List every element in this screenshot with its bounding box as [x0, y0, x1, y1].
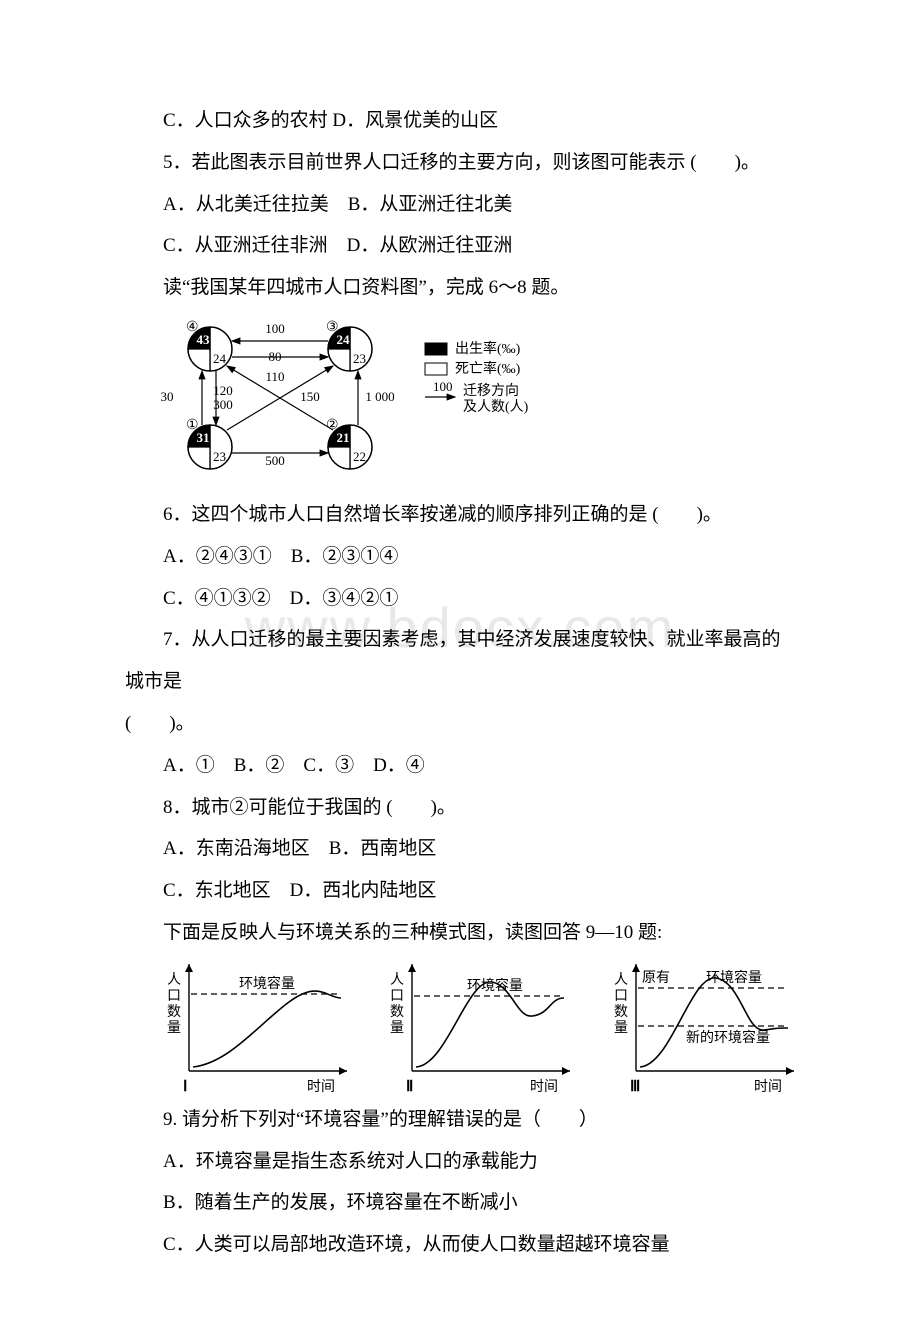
svg-text:24: 24 — [213, 351, 227, 366]
svg-text:口: 口 — [390, 989, 404, 1004]
svg-text:原有: 原有 — [642, 970, 670, 986]
svg-text:100: 100 — [265, 321, 285, 336]
svg-text:300: 300 — [213, 397, 233, 412]
q7-stem: 7．从人口迁移的最主要因素考虑，其中经济发展速度较快、就业率最高的城市是 — [125, 619, 795, 703]
svg-text:口: 口 — [167, 989, 181, 1004]
svg-text:时间: 时间 — [530, 1079, 558, 1095]
svg-text:23: 23 — [213, 449, 226, 464]
q9-opt-a: A．环境容量是指生态系统对人口的承载能力 — [125, 1141, 795, 1183]
svg-text:30: 30 — [161, 389, 174, 404]
svg-text:100: 100 — [433, 379, 453, 394]
svg-text:新的环境容量: 新的环境容量 — [686, 1029, 770, 1046]
svg-text:量: 量 — [614, 1020, 628, 1036]
q9-stem: 9. 请分析下列对“环境容量”的理解错误的是（ ） — [125, 1099, 795, 1141]
q9-opt-c: C．人类可以局部地改造环境，从而使人口数量超越环境容量 — [125, 1224, 795, 1266]
lead-9-10: 下面是反映人与环境关系的三种模式图，读图回答 9—10 题: — [125, 912, 795, 954]
svg-text:Ⅲ: Ⅲ — [630, 1079, 640, 1095]
svg-text:22: 22 — [353, 449, 366, 464]
chart-3: 人口数量时间Ⅲ原有环境容量新的环境容量 — [602, 954, 795, 1099]
migration-svg: 100801101501 000303001205003123①2122②242… — [155, 319, 575, 484]
svg-text:150: 150 — [300, 389, 320, 404]
q8-opts-ab: A．东南沿海地区 B．西南地区 — [125, 828, 795, 870]
svg-text:数: 数 — [167, 1004, 181, 1020]
svg-text:数: 数 — [614, 1004, 628, 1020]
q8-stem: 8．城市②可能位于我国的 ( )。 — [125, 787, 795, 829]
svg-text:出生率(‰): 出生率(‰) — [455, 340, 521, 357]
svg-text:人: 人 — [167, 972, 181, 988]
svg-text:①: ① — [186, 418, 199, 433]
svg-text:时间: 时间 — [307, 1079, 335, 1095]
document-body: C．人口众多的农村 D．风景优美的山区 5．若此图表示目前世界人口迁移的主要方向… — [125, 100, 795, 1266]
svg-text:量: 量 — [390, 1020, 404, 1036]
q7-opts: A．① B．② C．③ D．④ — [125, 745, 795, 787]
svg-text:120: 120 — [213, 383, 233, 398]
svg-text:Ⅰ: Ⅰ — [183, 1079, 187, 1095]
q6-opts-cd: C．④①③② D．③④②① — [125, 578, 795, 620]
q5-opts-ab: A．从北美迁往拉美 B．从亚洲迁往北美 — [125, 184, 795, 226]
q6-stem: 6．这四个城市人口自然增长率按递减的顺序排列正确的是 ( )。 — [125, 494, 795, 536]
q5-opts-cd: C．从亚洲迁往非洲 D．从欧洲迁往亚洲 — [125, 225, 795, 267]
svg-text:时间: 时间 — [754, 1079, 782, 1095]
svg-text:死亡率(‰): 死亡率(‰) — [455, 360, 521, 377]
svg-text:23: 23 — [353, 351, 366, 366]
svg-text:500: 500 — [265, 453, 285, 468]
svg-text:及人数(人): 及人数(人) — [463, 399, 529, 415]
svg-text:人: 人 — [390, 972, 404, 988]
q9-opt-b: B．随着生产的发展，环境容量在不断减小 — [125, 1182, 795, 1224]
lead-6-8: 读“我国某年四城市人口资料图”，完成 6～8 题。 — [125, 267, 795, 309]
q8-opts-cd: C．东北地区 D．西北内陆地区 — [125, 870, 795, 912]
q5-stem: 5．若此图表示目前世界人口迁移的主要方向，则该图可能表示 ( )。 — [125, 142, 795, 184]
svg-text:110: 110 — [265, 369, 284, 384]
svg-text:量: 量 — [167, 1020, 181, 1036]
svg-text:③: ③ — [326, 320, 339, 335]
chart-2: 人口数量时间Ⅱ环境容量 — [378, 954, 571, 1099]
svg-text:Ⅱ: Ⅱ — [406, 1079, 413, 1095]
env-charts: 人口数量时间Ⅰ环境容量 人口数量时间Ⅱ环境容量 人口数量时间Ⅲ原有环境容量新的环… — [125, 954, 795, 1099]
svg-text:迁移方向: 迁移方向 — [463, 383, 519, 399]
svg-text:环境容量: 环境容量 — [239, 975, 295, 992]
svg-text:数: 数 — [390, 1004, 404, 1020]
svg-text:口: 口 — [614, 989, 628, 1004]
chart-1: 人口数量时间 Ⅰ 环境容量 — [155, 954, 348, 1099]
migration-diagram: 100801101501 000303001205003123①2122②242… — [125, 309, 795, 494]
q7-stem2: ( )。 — [125, 703, 795, 745]
q6-opts-ab: A．②④③① B．②③①④ — [125, 536, 795, 578]
svg-text:人: 人 — [614, 972, 628, 988]
svg-text:②: ② — [326, 418, 339, 433]
svg-text:④: ④ — [186, 320, 199, 335]
q-prev-options-cd: C．人口众多的农村 D．风景优美的山区 — [125, 100, 795, 142]
svg-text:1 000: 1 000 — [365, 389, 394, 404]
svg-text:80: 80 — [269, 349, 282, 364]
